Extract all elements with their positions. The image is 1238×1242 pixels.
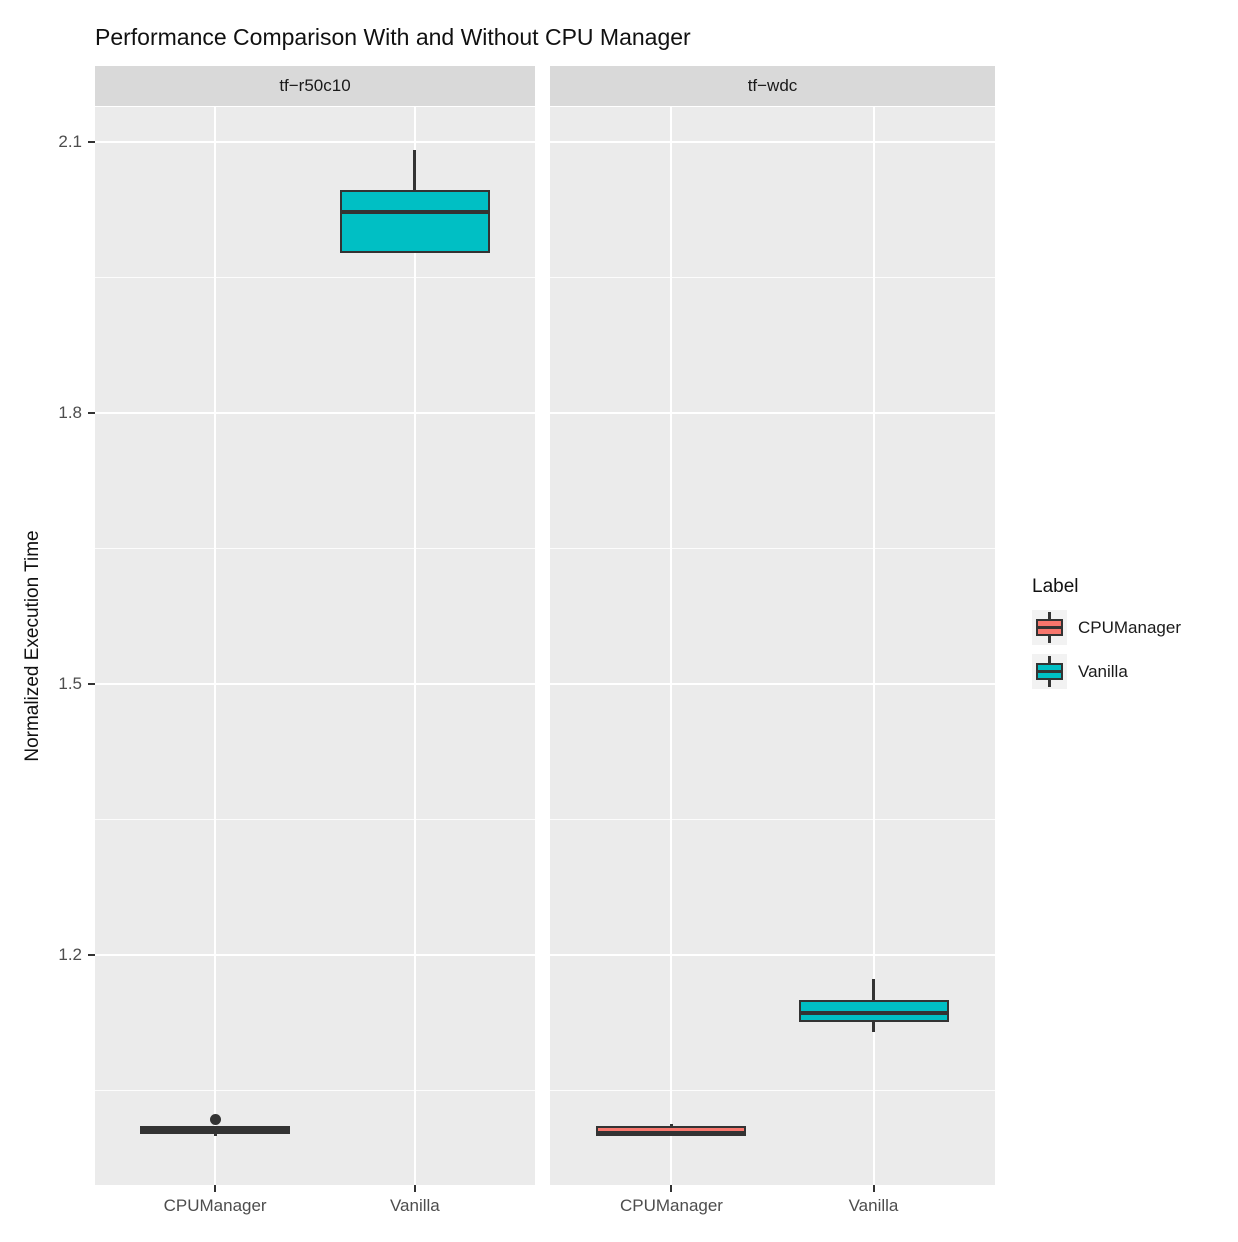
boxplot-key-icon — [1032, 610, 1067, 645]
gridline-minor — [550, 1089, 995, 1091]
gridline-major — [550, 682, 995, 685]
legend-label-vanilla: Vanilla — [1078, 661, 1128, 681]
gridline-minor — [95, 818, 535, 820]
gridline-vertical — [214, 107, 217, 1185]
gridline-major — [550, 953, 995, 956]
median-line — [140, 1127, 291, 1132]
median-line — [798, 1010, 949, 1015]
chart-title: Performance Comparison With and Without … — [95, 24, 691, 50]
y-axis-title: Normalized Execution Time — [22, 530, 43, 762]
x-tick-label: Vanilla — [848, 1196, 899, 1215]
box-vanilla — [339, 190, 490, 254]
gridline-major — [550, 412, 995, 415]
x-tick — [214, 1185, 217, 1192]
x-tick — [670, 1185, 673, 1192]
boxplot-key-icon — [1032, 654, 1067, 689]
median-line — [596, 1130, 747, 1135]
gridline-major — [95, 141, 535, 144]
facet-strip-2: tf−wdc — [550, 66, 995, 106]
y-tick — [88, 953, 95, 956]
x-tick-label: CPUManager — [619, 1196, 723, 1215]
whisker-upper — [872, 979, 875, 1000]
legend-item-cpumanager: CPUManager — [1032, 610, 1181, 645]
y-tick — [88, 412, 95, 415]
whisker-upper — [669, 1123, 673, 1127]
whisker-upper — [413, 150, 417, 191]
gridline-minor — [550, 277, 995, 279]
legend: Label CPUManager Vanilla — [1032, 576, 1181, 689]
gridline-vertical — [413, 107, 416, 1185]
x-tick-label: CPUManager — [163, 1196, 267, 1215]
gridline-vertical — [872, 107, 875, 1185]
y-tick-label: 1.8 — [58, 403, 82, 423]
gridline-minor — [550, 547, 995, 549]
gridline-major — [95, 953, 535, 956]
gridline-minor — [95, 277, 535, 279]
facet-panel-1 — [95, 107, 535, 1185]
whisker-lower — [213, 1133, 217, 1137]
legend-label-cpumanager: CPUManager — [1078, 617, 1181, 637]
facet-strip-1: tf−r50c10 — [95, 66, 535, 106]
gridline-major — [95, 682, 535, 685]
y-tick-label: 2.1 — [58, 132, 82, 152]
x-tick-label: Vanilla — [389, 1196, 440, 1215]
y-tick — [88, 682, 95, 685]
y-tick-label: 1.2 — [58, 944, 82, 964]
y-tick-label: 1.5 — [58, 673, 82, 693]
x-tick — [413, 1185, 416, 1192]
gridline-minor — [95, 547, 535, 549]
median-line — [339, 209, 490, 214]
facet-panel-2 — [550, 107, 995, 1185]
gridline-minor — [550, 818, 995, 820]
boxplot-key-median — [1038, 670, 1061, 673]
whisker-lower — [872, 1022, 875, 1033]
outlier-point — [209, 1113, 221, 1125]
gridline-major — [95, 412, 535, 415]
gridline-minor — [95, 1089, 535, 1091]
legend-title: Label — [1032, 576, 1079, 597]
x-tick — [872, 1185, 875, 1192]
boxplot-key-median — [1038, 626, 1061, 629]
gridline-vertical — [670, 107, 673, 1185]
legend-item-vanilla: Vanilla — [1032, 654, 1181, 689]
gridline-major — [550, 141, 995, 144]
y-tick — [88, 141, 95, 144]
